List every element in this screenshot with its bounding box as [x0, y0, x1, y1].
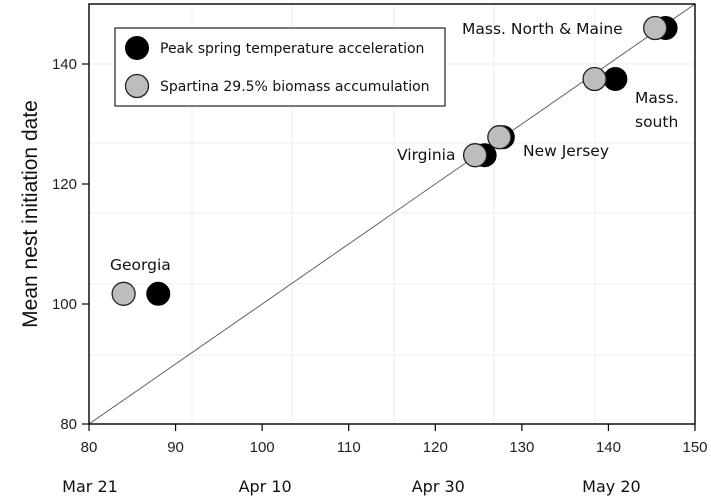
annotation-label: Georgia	[110, 256, 171, 274]
legend-marker-black-icon	[125, 36, 149, 60]
legend-box	[114, 27, 446, 107]
point-spartina-virginia	[462, 143, 488, 168]
date-label: Apr 30	[412, 477, 465, 496]
legend: Peak spring temperature acceleration Spa…	[114, 27, 446, 107]
legend-label-temperature: Peak spring temperature acceleration	[160, 41, 424, 57]
y-tick-label: 140	[52, 56, 77, 73]
point-spartina-mass-north-maine	[643, 15, 668, 41]
x-tick-label: 100	[250, 439, 275, 456]
x-tick-label: 140	[596, 439, 621, 456]
point-spartina-new-jersey	[487, 125, 512, 150]
legend-label-spartina: Spartina 29.5% biomass accumulation	[160, 79, 430, 95]
annotation-label: Virginia	[397, 146, 455, 164]
annotation-label: Mass.	[635, 89, 679, 107]
annotation-label: New Jersey	[523, 142, 609, 160]
x-tick-label: 150	[682, 439, 707, 456]
date-label: Mar 21	[62, 477, 118, 496]
y-axis: 80 100 120 140	[52, 56, 89, 433]
legend-marker-gray-icon	[124, 73, 150, 99]
y-tick-label: 100	[52, 296, 77, 313]
x-tick-label: 90	[167, 439, 184, 456]
point-temperature-mass-south	[603, 67, 628, 91]
x-tick-label: 120	[423, 439, 448, 456]
x-tick-label: 110	[337, 439, 361, 456]
y-tick-label: 120	[52, 176, 77, 193]
point-temperature-georgia	[146, 281, 171, 306]
data-points	[111, 15, 678, 306]
plot-frame	[88, 3, 696, 425]
date-labels: Mar 21 Apr 10 Apr 30 May 20	[62, 477, 641, 496]
annotation-label: Mass. North & Maine	[462, 20, 623, 38]
date-label: Apr 10	[239, 477, 292, 496]
y-tick-label: 80	[60, 416, 77, 433]
y-axis-label: Mean nest initiation date	[19, 100, 42, 328]
point-spartina-georgia	[111, 281, 136, 306]
x-tick-label: 130	[509, 439, 534, 456]
date-label: May 20	[582, 477, 641, 496]
annotation-label: south	[635, 113, 678, 131]
x-tick-label: 80	[81, 439, 98, 456]
x-axis: 80 90 100 110 120 130 140 150	[81, 424, 708, 456]
point-spartina-mass-south	[582, 66, 607, 92]
site-annotations: Georgia Virginia New Jersey Mass. south Mass.…	[110, 20, 679, 274]
